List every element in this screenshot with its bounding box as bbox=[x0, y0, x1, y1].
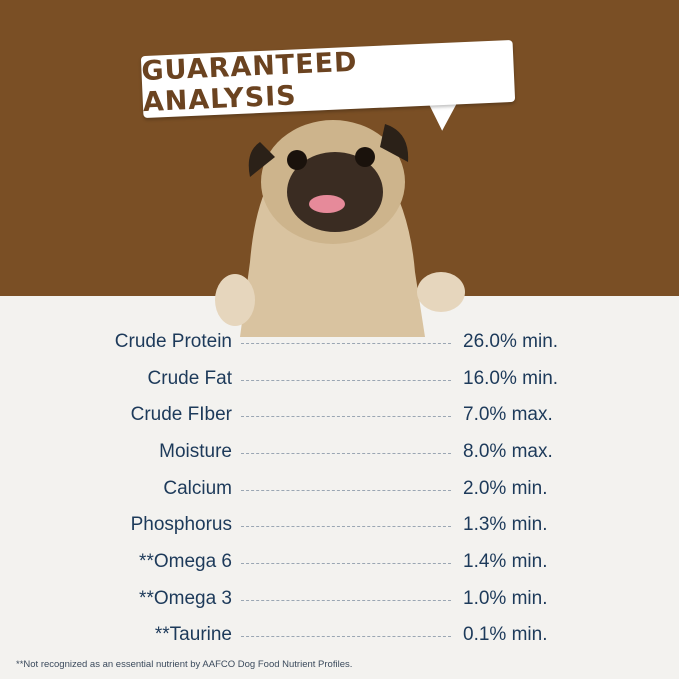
nutrient-value: 2.0% min. bbox=[463, 478, 548, 499]
nutrient-value: 8.0% max. bbox=[463, 441, 553, 462]
dotted-leader bbox=[241, 600, 451, 601]
nutrient-value: 16.0% min. bbox=[463, 368, 559, 389]
nutrient-label: **Omega 6 bbox=[139, 551, 232, 572]
nutrient-value: 1.4% min. bbox=[463, 551, 548, 572]
analysis-row: **Omega 6 1.4% min. bbox=[0, 547, 679, 577]
nutrient-label: Crude Fat bbox=[147, 368, 232, 389]
nutrient-label: **Taurine bbox=[154, 624, 232, 645]
nutrient-value: 1.0% min. bbox=[463, 588, 548, 609]
dotted-leader bbox=[241, 490, 451, 491]
dotted-leader bbox=[241, 380, 451, 381]
dotted-leader bbox=[241, 453, 451, 454]
analysis-row: Calcium 2.0% min. bbox=[0, 474, 679, 504]
nutrient-label: Moisture bbox=[159, 441, 232, 462]
nutrient-value: 0.1% min. bbox=[463, 624, 548, 645]
analysis-row: Crude Protein 26.0% min. bbox=[0, 327, 679, 357]
paper-background bbox=[0, 296, 679, 679]
analysis-row: Crude Fat 16.0% min. bbox=[0, 364, 679, 394]
analysis-row: Phosphorus 1.3% min. bbox=[0, 510, 679, 540]
nutrient-value: 7.0% max. bbox=[463, 404, 553, 425]
dotted-leader bbox=[241, 636, 451, 637]
nutrient-label: Calcium bbox=[163, 478, 232, 499]
nutrient-value: 26.0% min. bbox=[463, 331, 559, 352]
nutrient-value: 1.3% min. bbox=[463, 514, 548, 535]
nutrient-label: Crude FIber bbox=[130, 404, 232, 425]
pug-dog-image bbox=[215, 120, 465, 337]
dotted-leader bbox=[241, 416, 451, 417]
analysis-row: Crude FIber 7.0% max. bbox=[0, 400, 679, 430]
footnote: **Not recognized as an essential nutrien… bbox=[16, 659, 353, 670]
analysis-row: **Omega 3 1.0% min. bbox=[0, 584, 679, 614]
analysis-row: **Taurine 0.1% min. bbox=[0, 620, 679, 650]
dotted-leader bbox=[241, 526, 451, 527]
dotted-leader bbox=[241, 563, 451, 564]
nutrient-label: Phosphorus bbox=[130, 514, 232, 535]
nutrient-label: Crude Protein bbox=[114, 331, 232, 352]
dotted-leader bbox=[241, 343, 451, 344]
nutrient-label: **Omega 3 bbox=[139, 588, 232, 609]
analysis-row: Moisture 8.0% max. bbox=[0, 437, 679, 467]
